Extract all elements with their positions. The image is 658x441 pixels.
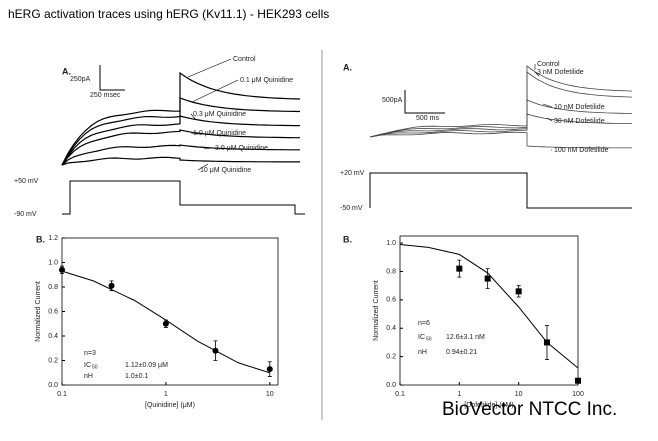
data-point (456, 265, 463, 272)
trace-pointer (197, 163, 209, 171)
trace-label: 10 nM Dofetilide (554, 104, 605, 111)
trace-label: 3.0 μM Quinidine (215, 145, 268, 152)
x-axis-label: [Dofetilide] (nM) (464, 402, 513, 409)
data-point (575, 377, 581, 384)
y-axis-label: Normalized Current (35, 281, 42, 342)
scale-y-label: 500pA (382, 97, 403, 104)
y-tick-label: 0.0 (386, 382, 396, 389)
title: hERG activation traces using hERG (Kv11.… (8, 7, 329, 21)
trace-label: 10 μM Quinidine (200, 167, 251, 174)
trace-pointer (534, 71, 540, 77)
current-trace (61, 144, 300, 166)
x-tick-label: 100 (572, 391, 584, 398)
y-tick-label: 0.6 (386, 297, 396, 304)
annotation: n=6 (418, 320, 430, 327)
trace-pointer (191, 79, 239, 103)
panel-label: B. (36, 234, 45, 244)
trace-label: 1.0 μM Quinidine (193, 130, 246, 137)
y-tick-label: 0.0 (48, 382, 58, 389)
x-tick-label: 10 (515, 391, 523, 398)
trace-label: 0.3 μM Quinidine (193, 111, 246, 118)
voltage-label: -90 mV (14, 211, 37, 218)
voltage-label: +50 mV (14, 178, 39, 185)
plot-frame (399, 235, 579, 386)
fit-curve (61, 270, 270, 374)
y-tick-label: 0.6 (48, 308, 58, 315)
x-tick-label: 10 (266, 391, 274, 398)
annotation: 0.94±0.21 (446, 349, 477, 356)
data-point (515, 288, 522, 295)
voltage-label: +20 mV (340, 170, 365, 177)
trace-label: 100 nM Dofetilide (554, 147, 609, 154)
scale-x-label: 250 msec (90, 92, 121, 99)
panel-label: A. (343, 62, 352, 72)
current-trace (61, 115, 300, 166)
annotation: n=3 (84, 350, 96, 357)
y-tick-label: 1.0 (386, 240, 396, 247)
y-tick-label: 1.2 (48, 235, 58, 242)
voltage-protocol (62, 180, 305, 215)
y-tick-label: 0.2 (386, 353, 396, 360)
trace-label: 30 nM Dofetilide (554, 118, 605, 125)
panel-label: B. (343, 234, 352, 244)
trace-label: Control (537, 61, 560, 68)
y-tick-label: 0.4 (386, 325, 396, 332)
current-trace (369, 131, 632, 149)
x-tick-label: 0.1 (395, 391, 405, 398)
y-tick-label: 0.4 (48, 333, 58, 340)
data-point (108, 282, 115, 289)
scale-bar (99, 65, 125, 91)
y-tick-label: 0.2 (48, 357, 58, 364)
scale-bar (404, 90, 445, 114)
annotation: nH (84, 373, 93, 380)
annotation: 1.0±0.1 (125, 373, 148, 380)
trace-label: 3 nM Dofetilide (537, 69, 584, 76)
trace-pointer (190, 113, 197, 121)
annotation: nH (418, 349, 427, 356)
data-point (162, 320, 169, 327)
current-trace (61, 129, 300, 166)
scale-x-label: 500 ms (416, 115, 439, 122)
trace-label: 0.1 μM Quinidine (240, 77, 293, 84)
scale-y-label: 250pA (70, 76, 91, 83)
current-trace (61, 71, 301, 166)
voltage-protocol (369, 172, 632, 209)
x-tick-label: 1 (457, 391, 461, 398)
y-tick-label: 0.8 (386, 268, 396, 275)
trace-pointer (203, 147, 214, 150)
voltage-label: -50 mV (340, 205, 363, 212)
y-tick-label: 1.0 (48, 259, 58, 266)
annotation: 1.12±0.09 μM (125, 362, 168, 369)
annotation: IC (418, 334, 425, 341)
trace-pointer (190, 132, 201, 135)
current-trace (61, 97, 301, 166)
plot-frame (61, 237, 279, 386)
trace-label: Control (233, 56, 256, 63)
data-point (266, 366, 273, 373)
trace-pointer (546, 117, 553, 122)
annotation: 12.6±3.1 nM (446, 334, 485, 341)
trace-pointer (187, 58, 232, 78)
panel-label: A. (62, 66, 71, 76)
x-tick-label: 0.1 (57, 391, 67, 398)
watermark: BioVector NTCC Inc. (442, 399, 617, 420)
data-point (484, 275, 491, 282)
annotation: 50 (426, 336, 432, 342)
fit-curve (399, 244, 579, 369)
current-trace (369, 113, 632, 138)
annotation: IC (84, 362, 91, 369)
current-trace (61, 156, 300, 166)
trace-pointer (542, 103, 553, 108)
x-axis-label: [Quinidine] (μM) (145, 402, 195, 409)
current-trace (369, 65, 633, 138)
y-tick-label: 0.8 (48, 284, 58, 291)
y-axis-label: Normalized Current (373, 280, 380, 341)
x-tick-label: 1 (164, 391, 168, 398)
annotation: 50 (92, 364, 98, 370)
